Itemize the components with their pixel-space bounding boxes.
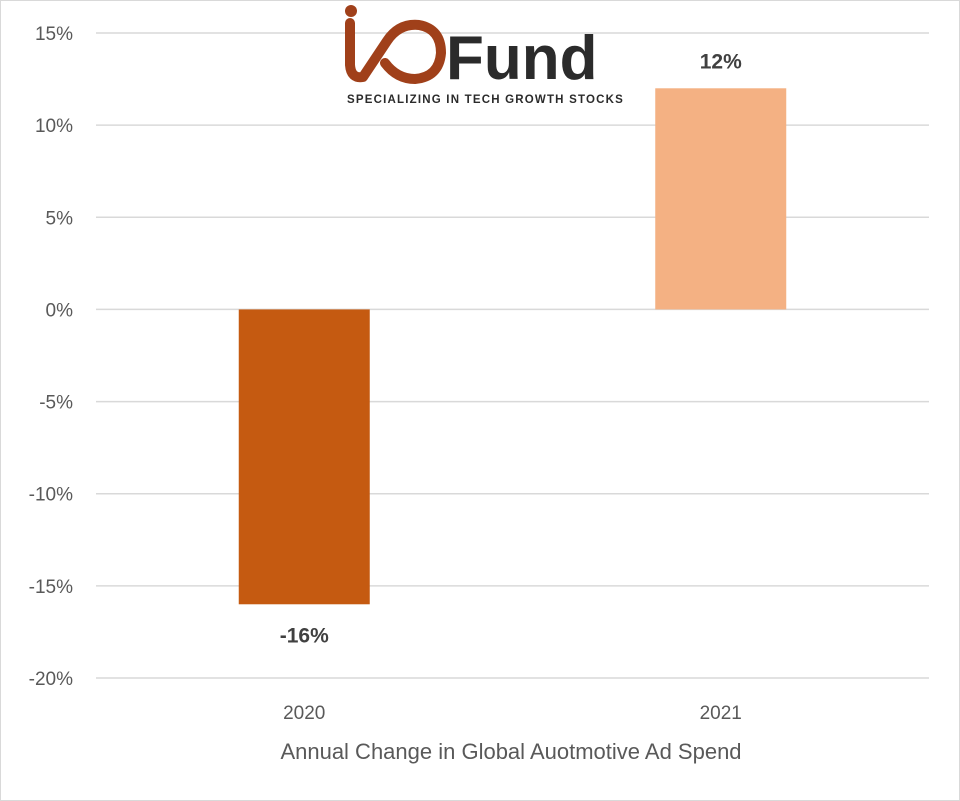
x-category-label: 2020 [283,703,325,724]
y-tick-label: -10% [29,485,73,506]
data-labels: -16% 12% [280,50,742,647]
data-label-2021: 12% [700,50,742,73]
data-label-2020: -16% [280,624,329,647]
bar-2021 [655,88,787,310]
y-tick-label: -15% [29,577,73,598]
x-axis-category-labels: 2020 2021 [283,703,742,724]
y-tick-label: -20% [29,669,73,690]
y-tick-label: 0% [46,300,74,321]
io-mark-icon [345,5,446,84]
logo-tagline: SPECIALIZING IN TECH GROWTH STOCKS [347,94,624,106]
y-tick-label: 5% [46,208,74,229]
y-axis-tick-labels: 15% 10% 5% 0% -5% -10% -15% -20% [29,24,73,690]
y-tick-label: 15% [35,24,73,45]
y-tick-label: -5% [39,393,73,414]
x-category-label: 2021 [700,703,742,724]
bar-2020 [238,309,370,605]
y-tick-label: 10% [35,116,73,137]
x-axis-title: Annual Change in Global Auotmotive Ad Sp… [280,739,741,764]
gridlines [96,32,929,679]
bars [238,88,787,605]
io-fund-logo: Fund SPECIALIZING IN TECH GROWTH STOCKS [345,5,624,106]
logo-brand-text: Fund [446,24,598,93]
